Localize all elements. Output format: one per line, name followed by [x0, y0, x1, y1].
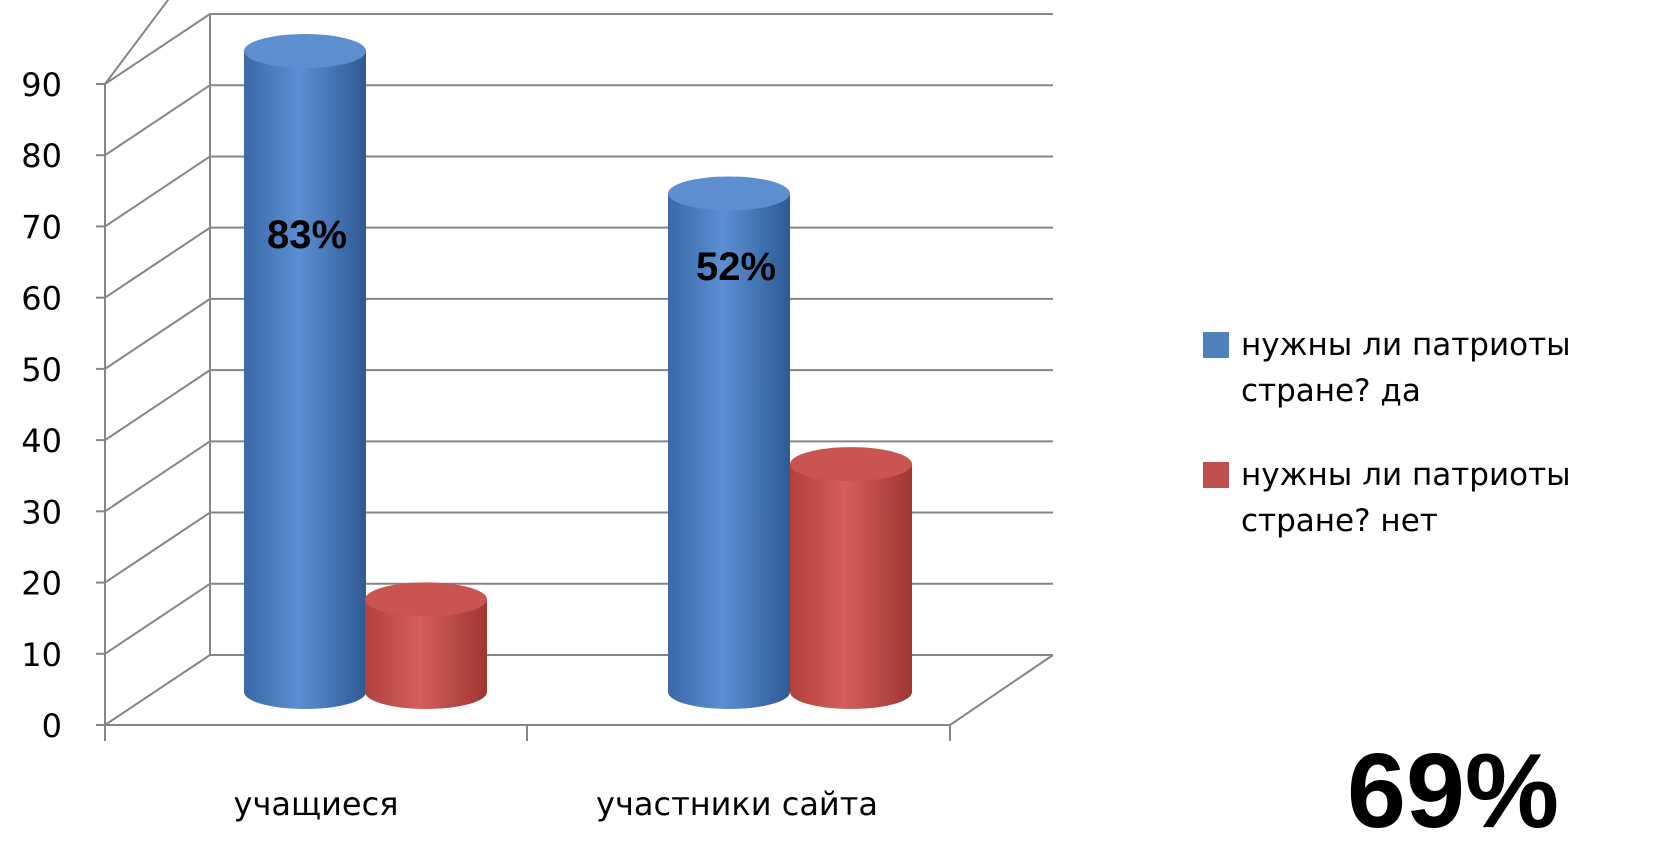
y-tick-label: 80	[21, 137, 62, 175]
y-tick-label: 60	[21, 280, 62, 318]
y-tick-label: 0	[42, 707, 62, 745]
bar-data-label: 52%	[696, 245, 776, 289]
legend-label-no: нужны ли патриоты стране? нет	[1241, 457, 1571, 539]
y-tick-label: 90	[21, 66, 62, 104]
bar-top	[244, 34, 366, 68]
y-tick-label: 10	[21, 636, 62, 674]
y-tick-label: 40	[21, 422, 62, 460]
overall-percent-annotation: 69%	[1347, 732, 1560, 850]
bar-data-label: 83%	[267, 213, 347, 257]
bar-no-0	[365, 582, 487, 709]
legend: нужны ли патриоты стране? да нужны ли па…	[1203, 322, 1653, 582]
bar-yes-1	[668, 176, 790, 709]
gridline-side	[104, 369, 211, 441]
legend-item-no: нужны ли патриоты стране? нет	[1203, 452, 1653, 544]
x-category-label: учащиеся	[234, 785, 399, 823]
bar-body	[668, 193, 790, 709]
bar-top	[668, 176, 790, 211]
y-tick-label: 50	[21, 351, 62, 389]
gridline-side-top	[104, 0, 170, 85]
x-category-label: участники сайта	[596, 785, 878, 823]
bar-top	[365, 582, 487, 617]
gridline-side	[104, 582, 211, 655]
y-tick-label: 30	[21, 493, 62, 531]
bar-body	[244, 51, 366, 709]
gridline-side	[104, 155, 211, 228]
bar-body	[365, 599, 487, 709]
bar-no-1	[790, 447, 912, 709]
legend-swatch-red	[1203, 462, 1229, 488]
gridline-side	[104, 84, 211, 157]
gridline-side	[104, 298, 211, 370]
legend-swatch-blue	[1203, 332, 1229, 358]
legend-item-yes: нужны ли патриоты стране? да	[1203, 322, 1653, 414]
y-tick-label: 20	[21, 565, 62, 603]
y-tick-label: 70	[21, 208, 62, 246]
gridline-side	[104, 226, 211, 299]
gridline-side	[104, 511, 211, 584]
legend-label-yes: нужны ли патриоты стране? да	[1241, 327, 1571, 409]
bar-yes-0	[244, 34, 366, 709]
bar-top	[790, 447, 912, 482]
gridline-side	[104, 654, 211, 726]
bar-body	[790, 464, 912, 709]
gridline-side	[104, 13, 211, 85]
gridline-side	[104, 440, 211, 513]
floor-right-edge	[949, 654, 1054, 726]
